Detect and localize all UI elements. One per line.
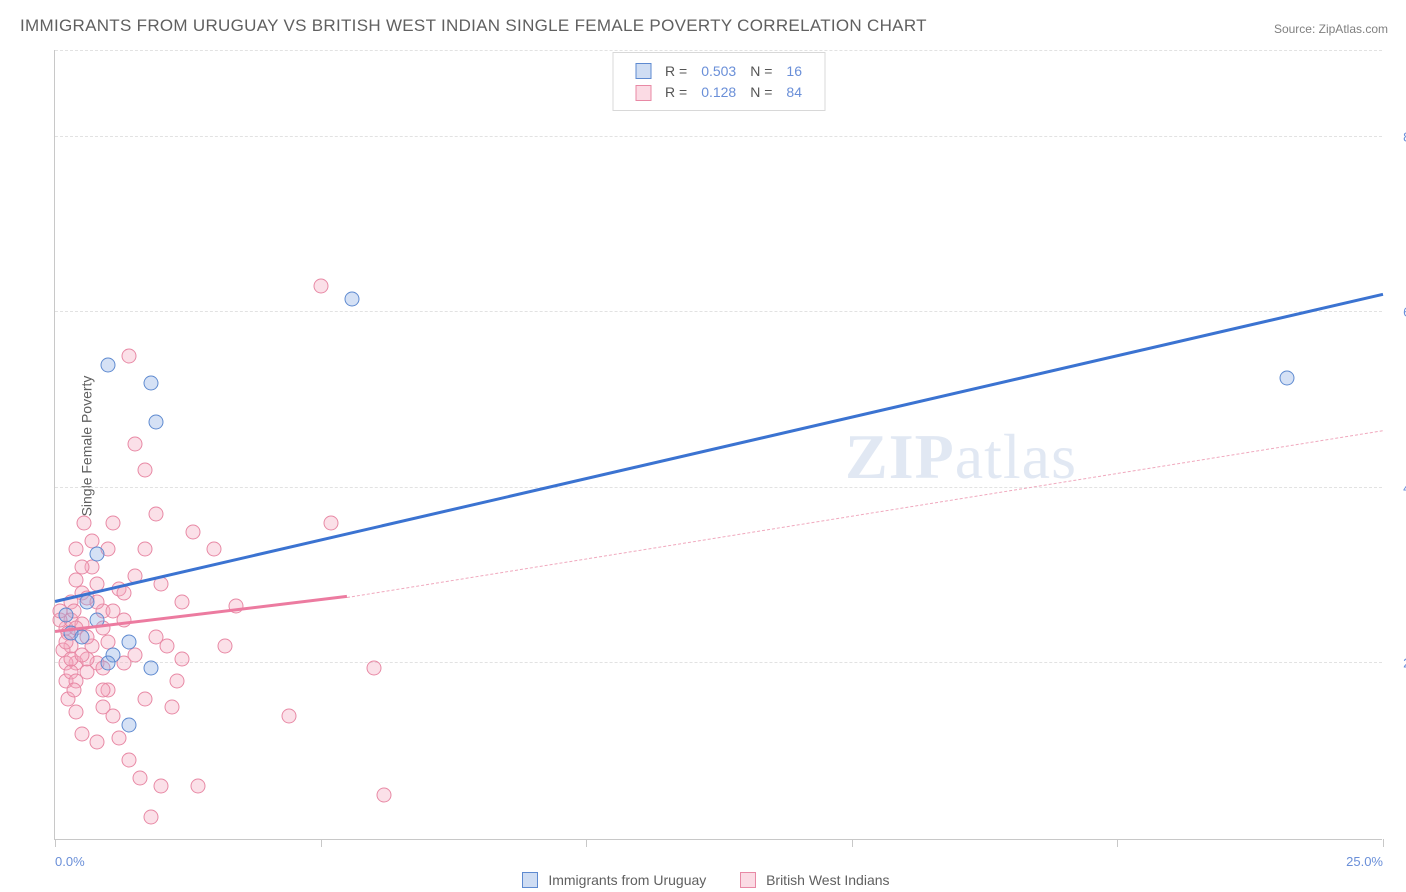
scatter-point-blue — [101, 358, 116, 373]
scatter-point-pink — [127, 647, 142, 662]
scatter-point-blue — [345, 292, 360, 307]
scatter-point-pink — [95, 682, 110, 697]
gridline-h — [55, 311, 1382, 312]
scatter-point-pink — [154, 577, 169, 592]
gridline-h — [55, 50, 1382, 51]
scatter-point-pink — [111, 731, 126, 746]
x-tick — [1117, 839, 1118, 847]
scatter-point-blue — [74, 630, 89, 645]
x-tick — [321, 839, 322, 847]
trend-line-blue — [55, 292, 1384, 602]
scatter-point-pink — [74, 726, 89, 741]
scatter-point-pink — [122, 753, 137, 768]
scatter-point-pink — [95, 700, 110, 715]
source-name: ZipAtlas.com — [1319, 22, 1388, 36]
x-tick — [586, 839, 587, 847]
gridline-h — [55, 487, 1382, 488]
scatter-point-pink — [77, 516, 92, 531]
scatter-point-pink — [191, 779, 206, 794]
legend-stats-box: R = 0.503 N = 16 R = 0.128 N = 84 — [612, 52, 825, 111]
scatter-point-pink — [90, 735, 105, 750]
scatter-point-blue — [122, 717, 137, 732]
legend-item-pink: British West Indians — [734, 871, 889, 888]
scatter-point-pink — [217, 638, 232, 653]
r-value-blue: 0.503 — [695, 61, 742, 80]
source-label: Source: — [1274, 22, 1315, 36]
scatter-point-pink — [69, 704, 84, 719]
scatter-point-pink — [66, 682, 81, 697]
legend-row-pink: R = 0.128 N = 84 — [629, 82, 808, 101]
watermark-strong: ZIP — [845, 421, 955, 492]
scatter-point-blue — [143, 375, 158, 390]
scatter-point-pink — [69, 573, 84, 588]
scatter-point-pink — [170, 674, 185, 689]
scatter-point-pink — [164, 700, 179, 715]
scatter-point-blue — [58, 608, 73, 623]
n-label: N = — [744, 61, 778, 80]
scatter-point-pink — [207, 542, 222, 557]
legend-label-blue: Immigrants from Uruguay — [548, 872, 706, 888]
r-label: R = — [659, 82, 693, 101]
x-tick-label: 25.0% — [1346, 854, 1383, 869]
scatter-point-blue — [101, 656, 116, 671]
n-label: N = — [744, 82, 778, 101]
n-value-blue: 16 — [780, 61, 808, 80]
legend-swatch-pink — [740, 872, 756, 888]
scatter-point-blue — [148, 415, 163, 430]
scatter-point-pink — [154, 779, 169, 794]
scatter-point-pink — [143, 810, 158, 825]
r-value-pink: 0.128 — [695, 82, 742, 101]
scatter-point-pink — [106, 516, 121, 531]
scatter-point-pink — [117, 586, 132, 601]
r-label: R = — [659, 61, 693, 80]
scatter-point-pink — [175, 595, 190, 610]
scatter-point-blue — [143, 660, 158, 675]
watermark: ZIPatlas — [845, 420, 1077, 494]
scatter-point-pink — [138, 463, 153, 478]
gridline-h — [55, 662, 1382, 663]
legend-label-pink: British West Indians — [766, 872, 889, 888]
gridline-h — [55, 136, 1382, 137]
legend-swatch-blue — [635, 63, 651, 79]
legend-row-blue: R = 0.503 N = 16 — [629, 61, 808, 80]
scatter-point-pink — [106, 603, 121, 618]
chart-title: IMMIGRANTS FROM URUGUAY VS BRITISH WEST … — [20, 16, 927, 36]
scatter-point-pink — [313, 279, 328, 294]
x-tick — [852, 839, 853, 847]
scatter-point-blue — [122, 634, 137, 649]
scatter-point-pink — [324, 516, 339, 531]
scatter-point-blue — [90, 546, 105, 561]
scatter-point-pink — [74, 647, 89, 662]
scatter-point-blue — [79, 595, 94, 610]
scatter-point-pink — [377, 788, 392, 803]
scatter-point-pink — [366, 660, 381, 675]
legend-item-blue: Immigrants from Uruguay — [516, 871, 706, 888]
scatter-point-blue — [1280, 371, 1295, 386]
scatter-point-pink — [127, 437, 142, 452]
scatter-point-pink — [175, 652, 190, 667]
scatter-point-pink — [69, 542, 84, 557]
scatter-point-pink — [186, 524, 201, 539]
legend-swatch-blue — [522, 872, 538, 888]
legend-swatch-pink — [635, 85, 651, 101]
n-value-pink: 84 — [780, 82, 808, 101]
plot-area: R = 0.503 N = 16 R = 0.128 N = 84 ZIPatl… — [54, 50, 1382, 840]
scatter-point-pink — [148, 507, 163, 522]
scatter-point-pink — [122, 349, 137, 364]
source-attribution: Source: ZipAtlas.com — [1274, 22, 1388, 36]
scatter-point-pink — [281, 709, 296, 724]
x-tick-label: 0.0% — [55, 854, 85, 869]
scatter-point-pink — [132, 770, 147, 785]
x-tick — [55, 839, 56, 847]
scatter-point-pink — [138, 542, 153, 557]
scatter-point-pink — [159, 638, 174, 653]
legend-series: Immigrants from Uruguay British West Ind… — [0, 871, 1406, 888]
x-tick — [1383, 839, 1384, 847]
scatter-point-pink — [228, 599, 243, 614]
trend-line-pink-dash — [347, 430, 1383, 598]
scatter-point-pink — [138, 691, 153, 706]
